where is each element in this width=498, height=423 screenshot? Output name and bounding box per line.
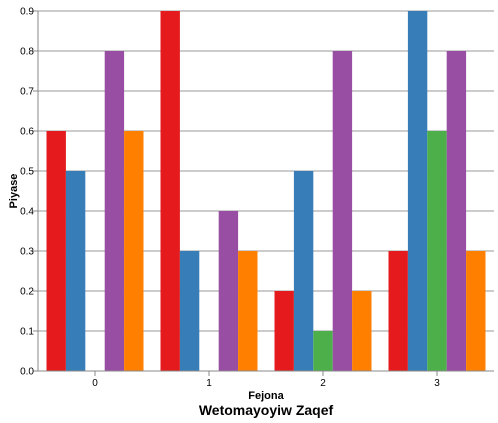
axes [37,11,494,372]
y-tick-label: 0.7 [20,87,34,98]
y-tick-label: 0.3 [20,247,34,258]
y-tick-label: 0.2 [20,287,34,298]
bars [46,11,486,371]
bar [407,11,428,371]
bar [313,331,333,371]
y-tick-label: 0.1 [20,327,34,338]
y-tick-label: 0.8 [20,47,34,58]
x-tick-label: 0 [92,378,98,389]
bar [293,171,314,371]
x-tick-label: 1 [206,378,212,389]
y-axis-title: Piyase [8,174,20,209]
chart-title: Wetomayoyiw Zaqef [199,402,334,418]
y-tick-label: 0.5 [20,167,34,178]
y-tick-labels: 0.0 0.1 0.2 0.3 0.4 0.5 0.6 0.7 0.8 0.9 [20,7,38,378]
bar [274,291,294,371]
y-tick-label: 0.9 [20,7,34,18]
x-tick-label: 2 [320,378,326,389]
bar [332,51,353,371]
x-axis-title: Fejona [248,390,284,402]
y-tick-label: 0.0 [20,367,34,378]
bar [238,251,258,371]
bar [160,11,180,371]
bar [218,211,239,371]
bar [104,51,125,371]
bar [466,251,486,371]
bar [446,51,467,371]
x-tick-labels: 0 1 2 3 [92,371,440,389]
x-tick-label: 3 [434,378,440,389]
bar [124,131,144,371]
bar [179,251,200,371]
bar [388,251,408,371]
bar [46,131,66,371]
y-tick-label: 0.6 [20,127,34,138]
bar [427,131,447,371]
bar [352,291,372,371]
bar [65,171,86,371]
y-tick-label: 0.4 [20,207,34,218]
